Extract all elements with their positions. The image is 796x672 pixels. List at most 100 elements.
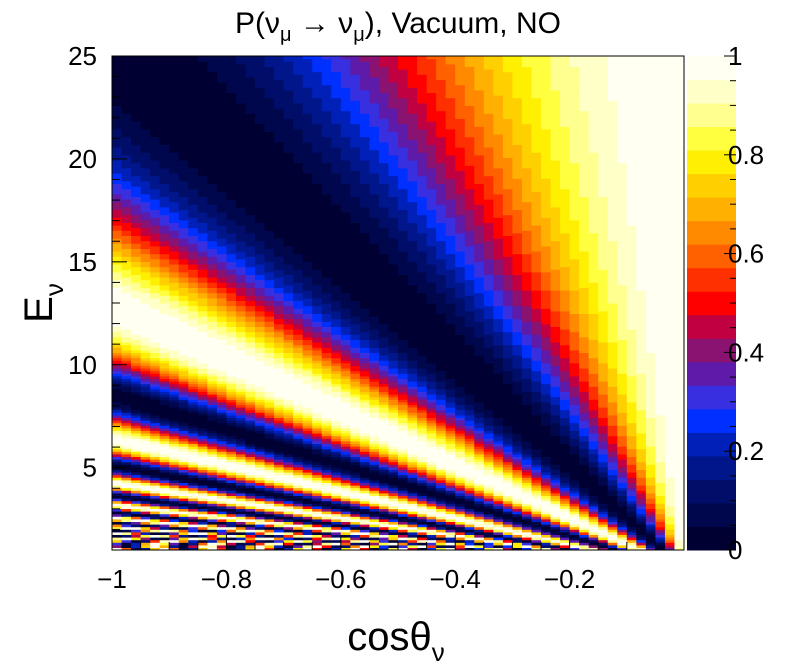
heatmap-cell — [531, 508, 542, 512]
heatmap-cell — [664, 498, 676, 502]
heatmap-cell — [445, 451, 456, 455]
heatmap-cell — [398, 539, 409, 543]
heatmap-cell — [531, 399, 542, 403]
heatmap-cell — [235, 539, 247, 543]
heatmap-cell — [207, 427, 247, 431]
heatmap-cell — [436, 479, 447, 483]
heatmap-cell — [188, 542, 199, 546]
heatmap-cell — [426, 464, 437, 468]
heatmap-cell — [579, 401, 590, 405]
heatmap-cell — [264, 282, 275, 286]
heatmap-cell — [245, 407, 256, 411]
heatmap-cell — [350, 352, 361, 356]
heatmap-cell — [426, 399, 437, 403]
heatmap-cell — [464, 516, 475, 520]
heatmap-cell — [417, 375, 428, 379]
heatmap-cell — [188, 526, 199, 530]
heatmap-cell — [426, 279, 447, 283]
heatmap-cell — [512, 508, 523, 512]
heatmap-cell — [560, 414, 571, 418]
heatmap-cell — [455, 313, 475, 317]
heatmap-cell — [169, 498, 180, 502]
heatmap-cell — [112, 534, 123, 538]
heatmap-cell — [359, 430, 409, 434]
heatmap-cell — [617, 487, 628, 491]
heatmap-cell — [607, 477, 618, 481]
heatmap-cell — [483, 336, 494, 340]
heatmap-cell — [560, 336, 571, 340]
heatmap-cell — [598, 401, 609, 405]
heatmap-cell — [550, 284, 561, 288]
heatmap-cell — [207, 414, 218, 418]
heatmap-cell — [178, 534, 189, 538]
heatmap-cell — [645, 524, 656, 528]
heatmap-cell — [207, 492, 218, 496]
heatmap-cell — [264, 399, 275, 403]
heatmap-cell — [131, 464, 142, 468]
heatmap-cell — [664, 511, 676, 515]
heatmap-cell — [455, 490, 466, 494]
heatmap-cell — [398, 547, 409, 550]
heatmap-cell — [626, 505, 637, 509]
heatmap-cell — [579, 420, 590, 424]
heatmap-cell — [121, 487, 132, 491]
heatmap-cell — [283, 396, 342, 400]
heatmap-cell — [245, 329, 256, 333]
heatmap-cell — [512, 375, 523, 379]
heatmap-cell — [388, 404, 399, 408]
heatmap-cell — [169, 526, 180, 530]
heatmap-cell — [455, 547, 466, 550]
heatmap-cell — [512, 339, 523, 343]
heatmap-cell — [398, 529, 409, 533]
heatmap-cell — [131, 388, 142, 392]
heatmap-cell — [579, 456, 590, 460]
heatmap-cell — [207, 373, 218, 377]
heatmap-cell — [417, 381, 428, 385]
heatmap-cell — [169, 459, 180, 463]
heatmap-cell — [359, 375, 370, 379]
heatmap-cell — [150, 360, 161, 364]
heatmap-cell — [255, 461, 266, 465]
heatmap-cell — [140, 490, 151, 494]
heatmap-cell — [283, 500, 294, 504]
heatmap-cell — [216, 277, 227, 281]
heatmap-cell — [398, 425, 409, 429]
heatmap-cell — [655, 464, 666, 468]
heatmap-cell — [398, 490, 409, 494]
heatmap-cell — [159, 386, 170, 390]
heatmap-cell — [474, 498, 485, 502]
heatmap-cell — [550, 531, 561, 535]
heatmap-cell — [340, 477, 351, 481]
heatmap-cell — [436, 362, 494, 366]
heatmap-cell — [264, 485, 275, 489]
heatmap-cell — [121, 492, 132, 496]
heatmap-cell — [626, 355, 637, 359]
heatmap-cell — [188, 365, 199, 369]
heatmap-cell — [636, 277, 684, 281]
heatmap-cell — [541, 479, 552, 483]
heatmap-cell — [655, 383, 684, 387]
heatmap-cell — [588, 297, 599, 301]
heatmap-cell — [112, 336, 123, 340]
heatmap-cell — [512, 383, 523, 387]
heatmap-cell — [455, 308, 466, 312]
heatmap-cell — [645, 339, 684, 343]
heatmap-cell — [255, 342, 266, 346]
heatmap-cell — [350, 521, 361, 525]
heatmap-cell — [388, 326, 456, 330]
heatmap-cell — [474, 490, 485, 494]
heatmap-cell — [531, 526, 542, 530]
heatmap-cell — [645, 334, 684, 338]
heatmap-cell — [455, 305, 466, 309]
heatmap-cell — [245, 414, 256, 418]
heatmap-cell — [169, 404, 180, 408]
heatmap-cell — [560, 505, 571, 509]
heatmap-cell — [569, 414, 580, 418]
heatmap-cell — [655, 420, 666, 424]
heatmap-cell — [293, 313, 304, 317]
heatmap-cell — [417, 360, 428, 364]
heatmap-cell — [521, 448, 533, 452]
heatmap-cell — [550, 378, 561, 382]
heatmap-cell — [159, 362, 170, 366]
heatmap-cell — [607, 518, 618, 522]
